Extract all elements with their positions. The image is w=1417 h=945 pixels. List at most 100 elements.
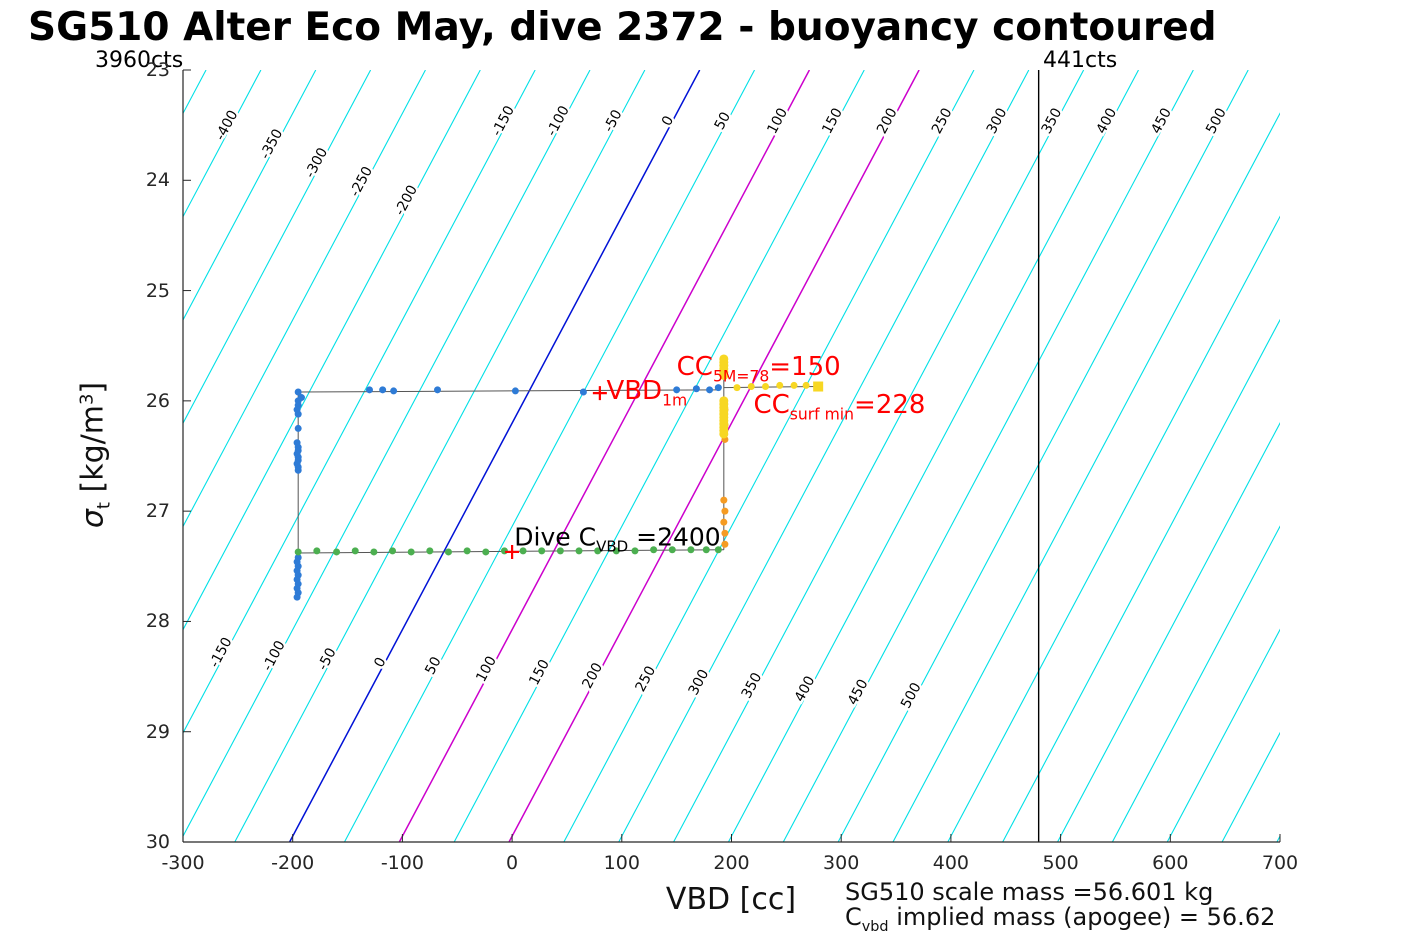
y-tick-label: 29 bbox=[145, 720, 170, 743]
descent-points-blue bbox=[293, 593, 301, 601]
implied-mass-text: Cvbd implied mass (apogee) = 56.62 bbox=[845, 903, 1275, 935]
x-axis-label: VBD [cc] bbox=[665, 882, 797, 917]
climb-points-yellow bbox=[719, 429, 729, 439]
x-tick-label: 700 bbox=[1261, 852, 1299, 874]
bottom-points-green bbox=[463, 547, 471, 555]
vbd-1m-marker bbox=[592, 386, 607, 401]
surface-points-blue bbox=[692, 385, 700, 393]
surface-tail-yellow bbox=[790, 381, 798, 389]
climb-points-orange bbox=[720, 496, 728, 504]
contour-line-900 bbox=[1276, 835, 1280, 842]
surface-points-blue bbox=[706, 386, 714, 394]
bottom-points-green bbox=[668, 546, 676, 554]
surface-points-blue bbox=[434, 386, 442, 394]
surface-points-blue bbox=[714, 384, 722, 392]
text-part: =228 bbox=[854, 389, 926, 420]
x-tick-label: 100 bbox=[603, 852, 640, 874]
contour-line-400 bbox=[727, 70, 1139, 842]
surface-points-blue bbox=[294, 388, 302, 396]
x-tick-label: -300 bbox=[161, 852, 205, 874]
text-part: surf min bbox=[789, 404, 855, 423]
bottom-points-green bbox=[594, 547, 602, 555]
text-part: 5M=78 bbox=[712, 367, 770, 386]
bottom-points-green bbox=[714, 546, 722, 554]
bottom-points-green bbox=[482, 548, 490, 556]
text-part: 1m bbox=[662, 391, 688, 410]
plot-canvas: -400-350-300-250-200-150 -100 -50 0 50 100 150… bbox=[182, 69, 1281, 843]
y-tick-label: 27 bbox=[145, 500, 170, 523]
contour-line-200 bbox=[508, 70, 920, 842]
y-tick-label: 23 bbox=[145, 59, 170, 81]
contour-line-550 bbox=[892, 112, 1280, 842]
text-part: C bbox=[845, 903, 862, 931]
contour-line-350 bbox=[673, 70, 1085, 842]
bottom-points-green bbox=[687, 546, 695, 554]
contour-line-650 bbox=[1002, 318, 1280, 842]
surface-points-blue bbox=[511, 387, 519, 395]
x-tick-label: 0 bbox=[506, 852, 519, 874]
contour-line-750 bbox=[1111, 525, 1280, 842]
chart-title: SG510 Alter Eco May, dive 2372 - buoyanc… bbox=[28, 5, 1217, 50]
bottom-points-green bbox=[313, 547, 321, 555]
bottom-points-green bbox=[702, 546, 710, 554]
surface-points-blue bbox=[365, 386, 373, 394]
descent-points-blue bbox=[294, 410, 302, 418]
contour-line--150 bbox=[183, 70, 536, 735]
contour-line--250 bbox=[183, 70, 426, 528]
text-part: vbd bbox=[861, 918, 889, 935]
contour-line-300 bbox=[618, 70, 1030, 842]
left-counts-label: 3960cts bbox=[95, 48, 184, 73]
text-part: VBD bbox=[596, 537, 629, 556]
vbd-1m-label: VBD1m bbox=[606, 378, 687, 409]
text-part: =2400 bbox=[628, 522, 721, 552]
contour-line-100 bbox=[398, 70, 811, 842]
bottom-points-green bbox=[612, 547, 620, 555]
bottom-points-green bbox=[519, 547, 527, 555]
x-tick-label: 300 bbox=[823, 852, 860, 874]
annotation-layer: VBD1m CC5M=78=150 CCsurf min=228 Dive CVBD … bbox=[183, 70, 1280, 842]
climb-points-yellow bbox=[719, 370, 729, 380]
bottom-points-green bbox=[631, 547, 639, 555]
text-part: ] bbox=[75, 381, 111, 394]
surface-tail-yellow bbox=[802, 381, 810, 389]
contour-line--50 bbox=[234, 70, 646, 842]
text-part: 3 bbox=[76, 393, 98, 406]
contour-line--350 bbox=[183, 70, 317, 322]
bottom-points-green bbox=[389, 547, 397, 555]
surface-end-square-marker bbox=[813, 381, 824, 392]
y-tick-label: 30 bbox=[145, 831, 170, 853]
x-tick-label: 400 bbox=[932, 852, 970, 874]
contour-line-500 bbox=[837, 70, 1249, 842]
contour-line-700 bbox=[1057, 421, 1280, 842]
surface-tail-yellow bbox=[747, 383, 755, 391]
bottom-points-green bbox=[556, 547, 564, 555]
plot-area: -400 -350 -300 -250 -200 -150 -100 -50 0 50 100 150… bbox=[182, 69, 1281, 843]
scale-mass-text: SG510 scale mass =56.601 kg bbox=[845, 878, 1214, 906]
text-part: =150 bbox=[769, 352, 841, 383]
text-part: Dive C bbox=[514, 522, 597, 552]
text-part: CC bbox=[676, 352, 713, 383]
text-part: σ bbox=[75, 509, 111, 529]
surface-points-blue bbox=[673, 386, 681, 394]
dive-cvbd-label: Dive CVBD =2400 bbox=[514, 524, 720, 554]
contour-line--100 bbox=[183, 70, 591, 838]
surface-points-blue bbox=[390, 387, 398, 395]
surface-tail-yellow bbox=[762, 383, 770, 391]
bottom-points-green bbox=[575, 547, 583, 555]
surface-tail-yellow bbox=[776, 381, 784, 389]
contour-line-50 bbox=[343, 70, 756, 842]
descent-points-blue bbox=[294, 466, 302, 474]
contour-line-450 bbox=[782, 70, 1194, 842]
contour-line-0 bbox=[288, 70, 701, 842]
bottom-points-green bbox=[294, 548, 302, 556]
contour-line-250 bbox=[563, 70, 975, 842]
x-tick-label: 500 bbox=[1042, 852, 1079, 874]
text-part: VBD bbox=[606, 376, 663, 407]
bottom-points-green bbox=[650, 546, 658, 554]
contour-line-600 bbox=[947, 215, 1280, 842]
vline-counts-label: 441cts bbox=[1043, 48, 1118, 73]
surface-points-blue bbox=[579, 388, 587, 396]
surface-tail-yellow bbox=[733, 384, 741, 392]
x-tick-label: -100 bbox=[380, 852, 424, 874]
